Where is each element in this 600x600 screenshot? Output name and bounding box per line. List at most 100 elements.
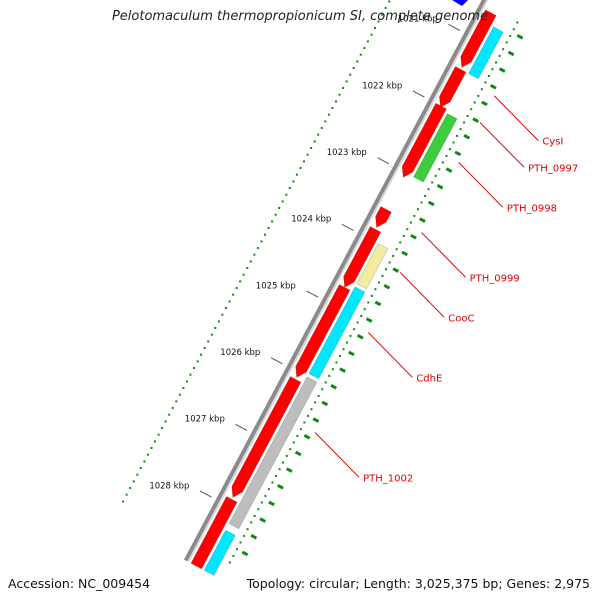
- skew-dot-outer: [338, 93, 341, 96]
- gene-label-leader: [493, 95, 539, 141]
- skew-dash: [312, 417, 320, 423]
- skew-dot-inner: [509, 34, 512, 37]
- skew-dot-outer: [125, 493, 128, 496]
- skew-dash: [516, 34, 524, 40]
- skew-dot-inner: [487, 74, 490, 77]
- skew-dot-outer: [196, 360, 199, 363]
- skew-dot-inner: [480, 88, 483, 91]
- skew-dot-inner: [264, 494, 267, 497]
- map-title: Pelotomaculum thermopropionicum SI, comp…: [111, 9, 489, 24]
- scale-tick: [341, 223, 354, 231]
- skew-dot-outer: [178, 393, 181, 396]
- skew-dot-outer: [281, 200, 284, 203]
- skew-dot-inner: [314, 401, 317, 404]
- scale-tick-label: 1024 kbp: [291, 215, 331, 225]
- skew-dot-inner: [434, 174, 437, 177]
- skew-dot-inner: [420, 201, 423, 204]
- skew-dot-outer: [256, 247, 259, 249]
- scale-tick: [377, 157, 390, 165]
- skew-dash: [250, 534, 258, 540]
- skew-dot-outer: [384, 7, 387, 9]
- skew-dot-inner: [399, 241, 402, 244]
- skew-dot-inner: [296, 434, 299, 437]
- gene-block-pth0997-forward[interactable]: [438, 66, 467, 109]
- skew-dot-outer: [150, 447, 153, 449]
- skew-dot-outer: [214, 327, 217, 329]
- gene-block-pth0998-cds[interactable]: [413, 113, 458, 183]
- skew-dot-inner: [331, 368, 334, 371]
- skew-dot-inner: [392, 254, 395, 257]
- skew-dot-outer: [327, 113, 330, 116]
- skew-dot-outer: [161, 427, 164, 429]
- skew-dot-outer: [200, 353, 203, 356]
- skew-dot-inner: [370, 294, 373, 297]
- skew-dot-inner: [456, 134, 458, 137]
- gene-block-cdhe-forward[interactable]: [295, 284, 351, 379]
- gene-label[interactable]: PTH_0997: [528, 163, 578, 174]
- skew-dash: [356, 334, 364, 340]
- skew-dot-inner: [299, 428, 302, 431]
- skew-dot-outer: [342, 87, 345, 89]
- skew-dash: [330, 384, 338, 390]
- gene-block-pth0998-forward[interactable]: [401, 102, 447, 179]
- scale-tick: [306, 290, 319, 298]
- gene-label[interactable]: PTH_0998: [507, 203, 557, 214]
- skew-dot-outer: [225, 307, 227, 309]
- skew-dot-outer: [193, 367, 195, 369]
- skew-dot-outer: [168, 413, 171, 416]
- skew-dot-inner: [328, 374, 331, 377]
- gene-block-next-forward[interactable]: [190, 496, 238, 570]
- gene-block-cysi-cds[interactable]: [468, 26, 504, 80]
- scale-tick-label: 1027 kbp: [185, 415, 225, 425]
- gene-label[interactable]: CooC: [448, 313, 474, 324]
- skew-dot-inner: [363, 308, 366, 311]
- gene-block-pth0999-forward[interactable]: [375, 206, 392, 229]
- gc-skew-dots: [122, 0, 524, 564]
- skew-dot-outer: [317, 133, 320, 136]
- skew-dash: [259, 517, 267, 523]
- skew-dot-inner: [516, 21, 519, 24]
- gene-label[interactable]: PTH_1002: [363, 473, 413, 484]
- skew-dot-inner: [431, 181, 434, 184]
- skew-dot-inner: [250, 521, 253, 524]
- skew-dot-outer: [164, 420, 167, 423]
- skew-dash: [454, 150, 462, 157]
- gene-block-cdhe-cds[interactable]: [308, 286, 366, 380]
- backbone-highlight: [187, 0, 489, 563]
- skew-dash: [303, 434, 311, 440]
- scale-tick-label: 1022 kbp: [362, 81, 402, 91]
- skew-dot-outer: [136, 473, 139, 476]
- skew-dot-inner: [346, 341, 348, 344]
- gene-block-pth1002-forward[interactable]: [231, 376, 302, 499]
- skew-dot-inner: [292, 441, 295, 444]
- skew-dot-outer: [349, 73, 352, 76]
- skew-dot-outer: [370, 33, 373, 36]
- skew-dot-outer: [203, 347, 206, 349]
- skew-dot-outer: [175, 400, 178, 403]
- skew-dot-outer: [253, 253, 256, 256]
- skew-dot-outer: [171, 407, 174, 409]
- skew-dash: [321, 400, 329, 407]
- gene-block-cooc-forward[interactable]: [343, 226, 382, 289]
- skew-dash: [294, 450, 302, 457]
- gene-block-cysi-forward[interactable]: [460, 9, 497, 69]
- gene-label[interactable]: PTH_0999: [470, 273, 520, 284]
- gene-block-pth1002-cds[interactable]: [228, 376, 318, 530]
- gene-block-cooc-cds[interactable]: [356, 243, 389, 290]
- gene-label[interactable]: CysI: [542, 137, 563, 148]
- skew-dot-inner: [232, 554, 235, 557]
- gene-label[interactable]: CdhE: [416, 373, 442, 384]
- gene-block-next-cds[interactable]: [203, 529, 236, 576]
- skew-dot-outer: [288, 187, 291, 189]
- skew-dot-inner: [260, 501, 263, 504]
- skew-dot-inner: [239, 541, 242, 544]
- gene-label-leader: [314, 432, 360, 478]
- skew-dash: [463, 134, 471, 140]
- skew-dash: [419, 217, 426, 223]
- scale-tick-label: 1023 kbp: [327, 148, 367, 158]
- skew-dot-inner: [424, 194, 427, 197]
- gene-label-leader: [479, 122, 525, 168]
- skew-dot-outer: [366, 40, 369, 43]
- skew-dash: [241, 550, 249, 557]
